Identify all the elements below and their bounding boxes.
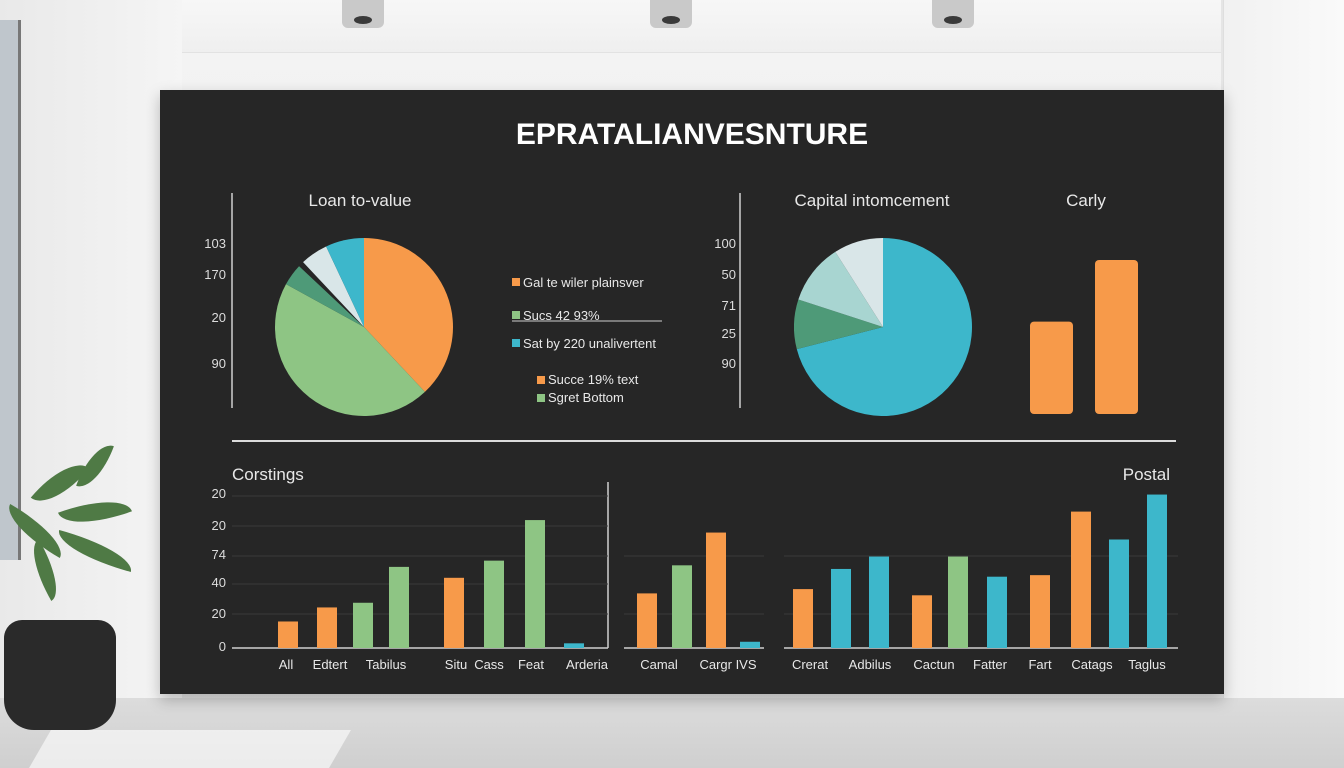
pie-slice <box>364 238 454 392</box>
chart-title: Postal <box>1123 465 1170 484</box>
y-tick-label: 20 <box>212 486 226 501</box>
y-tick-label: 50 <box>722 267 736 282</box>
chart-title: Loan to-value <box>308 191 411 210</box>
x-tick-label: Taglus <box>1128 657 1166 672</box>
y-tick-label: 74 <box>212 547 226 562</box>
bar <box>831 568 851 648</box>
bar <box>912 595 932 648</box>
x-tick-label: Feat <box>518 657 544 672</box>
bar <box>1147 494 1167 648</box>
chart-title: Corstings <box>232 465 304 484</box>
left-wall <box>0 0 182 700</box>
x-tick-label: Cactun <box>913 657 954 672</box>
pie-slice <box>796 238 973 416</box>
ceiling-lamp-icon <box>342 0 384 28</box>
pie-slice <box>299 262 364 327</box>
bar <box>389 566 409 648</box>
bar <box>948 556 968 648</box>
y-tick-label: 20 <box>212 518 226 533</box>
y-tick-label: 20 <box>212 310 226 325</box>
x-tick-label: Situ <box>445 657 467 672</box>
pie-slice <box>303 246 364 327</box>
legend-label: Sucs 42 93% <box>523 308 600 323</box>
y-tick-label: 100 <box>714 236 736 251</box>
x-tick-label: Camal <box>640 657 678 672</box>
bar <box>353 602 373 648</box>
dashboard-svg: EPRATALIANVESNTURE Loan to-value Capital… <box>204 118 1178 672</box>
x-tick-label: Adbilus <box>849 657 892 672</box>
legend-label: Gal te wiler plainsver <box>523 275 644 290</box>
chart-title: Carly <box>1066 191 1106 210</box>
x-tick-label: Arderia <box>566 657 609 672</box>
wall-pillar <box>1223 0 1344 715</box>
legend-label: Sat by 220 unalivertent <box>523 336 656 351</box>
bar <box>987 576 1007 648</box>
bar <box>1030 321 1073 414</box>
legend-swatch <box>512 311 520 319</box>
y-tick-label: 90 <box>722 356 736 371</box>
bar <box>1071 511 1091 648</box>
y-tick-label: 90 <box>212 356 226 371</box>
y-tick-label: 103 <box>204 236 226 251</box>
bar <box>1109 539 1129 648</box>
bar <box>484 560 504 648</box>
legend-swatch <box>537 376 545 384</box>
bar <box>525 520 545 648</box>
bar <box>1095 260 1138 414</box>
pie-slice <box>275 284 425 417</box>
pie-slice <box>793 299 883 350</box>
dashboard-title: EPRATALIANVESNTURE <box>516 118 868 151</box>
y-tick-label: 20 <box>212 606 226 621</box>
legend-swatch <box>537 394 545 402</box>
y-tick-label: 0 <box>219 639 226 654</box>
pie-slice <box>835 238 883 327</box>
legend: Gal te wiler plainsver Sucs 42 93% Sat b… <box>512 275 656 405</box>
bar <box>740 641 760 648</box>
pie-slice <box>286 266 364 327</box>
x-tick-label: Fatter <box>973 657 1008 672</box>
legend-label: Succe 19% text <box>548 372 639 387</box>
legend-swatch <box>512 339 520 347</box>
ceiling-lamp-icon <box>650 0 692 28</box>
bar <box>869 556 889 648</box>
bar <box>278 621 298 648</box>
x-tick-label: Cass <box>474 657 504 672</box>
x-tick-label: Edtert <box>313 657 348 672</box>
y-tick-label: 170 <box>204 267 226 282</box>
bar <box>672 565 692 648</box>
x-tick-label: Tabilus <box>366 657 407 672</box>
chart-title: Capital intomcement <box>795 191 950 210</box>
pie-slice <box>798 251 883 327</box>
x-tick-label: Crerat <box>792 657 829 672</box>
legend-swatch <box>512 278 520 286</box>
x-tick-label: All <box>279 657 294 672</box>
bar <box>317 607 337 648</box>
bar <box>706 532 726 648</box>
x-tick-label: Fart <box>1028 657 1052 672</box>
bar <box>1030 575 1050 648</box>
y-tick-label: 71 <box>722 298 736 313</box>
bar <box>564 643 584 648</box>
pie-slice <box>326 238 364 327</box>
dashboard-screen: EPRATALIANVESNTURE Loan to-value Capital… <box>160 90 1224 694</box>
x-tick-label: Catags <box>1071 657 1113 672</box>
floor-reflection <box>29 730 351 768</box>
bar <box>444 577 464 648</box>
plant-pot <box>4 620 116 730</box>
bar <box>637 593 657 648</box>
legend-label: Sgret Bottom <box>548 390 624 405</box>
bar <box>793 589 813 648</box>
window <box>0 20 21 560</box>
x-tick-label: Cargr IVS <box>699 657 756 672</box>
y-tick-label: 40 <box>212 575 226 590</box>
y-tick-label: 25 <box>722 326 736 341</box>
ceiling-lamp-icon <box>932 0 974 28</box>
